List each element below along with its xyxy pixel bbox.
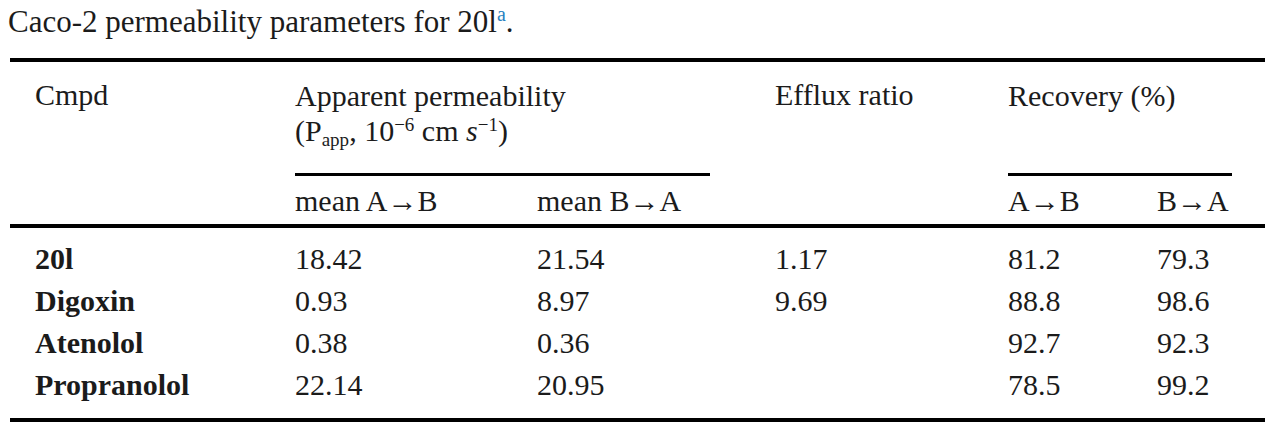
col-header-recovery: Recovery (%) xyxy=(1008,60,1265,182)
table-row: Digoxin 0.93 8.97 9.69 88.8 98.6 xyxy=(10,280,1265,322)
cell-efflux-ratio xyxy=(775,322,1008,364)
caco2-permeability-table: Cmpd Apparent permeability (Papp, 10−6 c… xyxy=(10,58,1265,422)
table-row: 20l 18.42 21.54 1.17 81.2 79.3 xyxy=(10,226,1265,280)
apparent-permeability-spanner-rule xyxy=(295,173,710,176)
cell-mean-a-to-b: 0.38 xyxy=(295,322,537,364)
cell-mean-b-to-a: 8.97 xyxy=(537,280,775,322)
table-row: Atenolol 0.38 0.36 92.7 92.3 xyxy=(10,322,1265,364)
cell-efflux-ratio: 1.17 xyxy=(775,226,1008,280)
col-header-recovery-a-to-b: A→B xyxy=(1008,182,1157,226)
col-header-mean-a-to-b: mean A→B xyxy=(295,182,537,226)
units-papp-subscript: app xyxy=(322,129,349,150)
cell-mean-a-to-b: 22.14 xyxy=(295,364,537,420)
cell-cmpd: Atenolol xyxy=(10,322,295,364)
table-row: Propranolol 22.14 20.95 78.5 99.2 xyxy=(10,364,1265,420)
cell-recovery-b-to-a: 79.3 xyxy=(1157,226,1265,280)
units-open-paren: (P xyxy=(295,114,322,147)
table-header: Cmpd Apparent permeability (Papp, 10−6 c… xyxy=(10,60,1265,226)
cell-mean-b-to-a: 0.36 xyxy=(537,322,775,364)
header-group-row: Cmpd Apparent permeability (Papp, 10−6 c… xyxy=(10,60,1265,182)
recovery-label: Recovery (%) xyxy=(1008,78,1265,113)
col-header-cmpd: Cmpd xyxy=(10,60,295,226)
units-close-paren: ) xyxy=(498,114,508,147)
units-seconds: s xyxy=(466,114,478,147)
table-container: Cmpd Apparent permeability (Papp, 10−6 c… xyxy=(10,58,1265,422)
apparent-permeability-line1: Apparent permeability xyxy=(295,78,775,113)
cell-recovery-b-to-a: 98.6 xyxy=(1157,280,1265,322)
cell-cmpd: 20l xyxy=(10,226,295,280)
units-base: , 10 xyxy=(349,114,394,147)
apparent-permeability-label: Apparent permeability (Papp, 10−6 cm s−1… xyxy=(295,78,775,152)
cell-efflux-ratio: 9.69 xyxy=(775,280,1008,322)
col-header-efflux-ratio: Efflux ratio xyxy=(775,60,1008,226)
cell-mean-a-to-b: 18.42 xyxy=(295,226,537,280)
recovery-spanner-rule xyxy=(1008,173,1232,176)
cell-recovery-a-to-b: 78.5 xyxy=(1008,364,1157,420)
col-header-mean-b-to-a: mean B→A xyxy=(537,182,775,226)
col-header-apparent-permeability: Apparent permeability (Papp, 10−6 cm s−1… xyxy=(295,60,775,182)
cell-mean-b-to-a: 21.54 xyxy=(537,226,775,280)
cell-efflux-ratio xyxy=(775,364,1008,420)
cell-recovery-a-to-b: 92.7 xyxy=(1008,322,1157,364)
cell-mean-a-to-b: 0.93 xyxy=(295,280,537,322)
table-body: 20l 18.42 21.54 1.17 81.2 79.3 Digoxin 0… xyxy=(10,226,1265,420)
caption-period: . xyxy=(506,4,514,39)
table-caption: Caco-2 permeability parameters for 20la. xyxy=(8,2,514,45)
cell-recovery-a-to-b: 81.2 xyxy=(1008,226,1157,280)
units-exponent-minus1: −1 xyxy=(478,114,498,135)
footnote-marker-link[interactable]: a xyxy=(497,3,506,25)
units-exponent-minus6: −6 xyxy=(394,114,414,135)
cell-cmpd: Digoxin xyxy=(10,280,295,322)
cell-recovery-b-to-a: 92.3 xyxy=(1157,322,1265,364)
units-cm: cm xyxy=(414,114,466,147)
cell-mean-b-to-a: 20.95 xyxy=(537,364,775,420)
apparent-permeability-units: (Papp, 10−6 cm s−1) xyxy=(295,113,775,152)
paper-table-figure: Caco-2 permeability parameters for 20la.… xyxy=(0,0,1275,435)
cell-cmpd: Propranolol xyxy=(10,364,295,420)
cell-recovery-b-to-a: 99.2 xyxy=(1157,364,1265,420)
col-header-recovery-b-to-a: B→A xyxy=(1157,182,1265,226)
cell-recovery-a-to-b: 88.8 xyxy=(1008,280,1157,322)
caption-text: Caco-2 permeability parameters for 20l xyxy=(8,4,497,39)
